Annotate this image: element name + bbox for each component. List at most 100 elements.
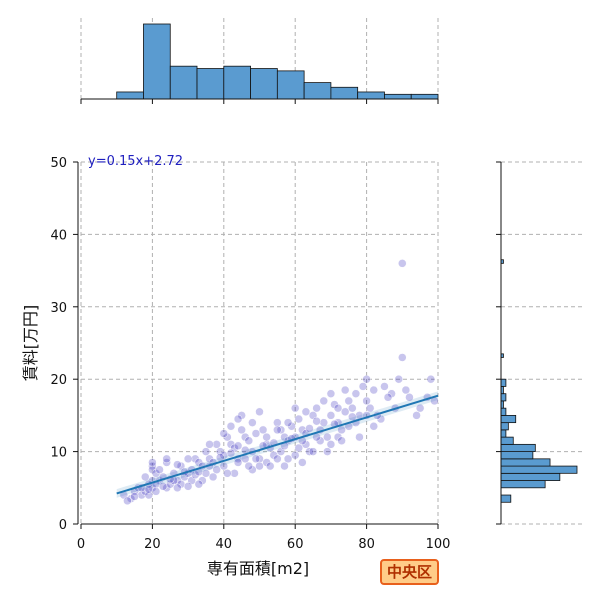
data-point [158, 482, 168, 491]
hist-bar-x [384, 93, 412, 100]
data-point [262, 432, 271, 442]
hist-bar-x [330, 86, 359, 100]
x-tick-label: 40 [216, 537, 233, 552]
y-axis-label: 賃料[万円] [21, 305, 40, 382]
data-point [305, 447, 314, 456]
hist-bar-y [500, 472, 561, 481]
data-point [398, 353, 407, 362]
data-point [194, 458, 204, 467]
data-point [205, 440, 214, 449]
data-point [212, 440, 221, 449]
data-point [183, 454, 193, 464]
hist-bar-y [500, 378, 507, 387]
data-point [365, 403, 375, 413]
x-tick-label: 0 [77, 537, 85, 552]
data-point [308, 447, 318, 456]
hist-bar-x [357, 91, 385, 100]
data-point [273, 425, 282, 435]
data-point [148, 465, 157, 474]
data-point [312, 416, 321, 426]
data-point [141, 472, 150, 482]
data-point [312, 403, 321, 413]
data-point [223, 469, 232, 478]
data-point [362, 396, 371, 406]
data-point [369, 385, 378, 395]
data-point [276, 425, 286, 435]
hist-bar-x [276, 70, 305, 100]
data-point [362, 374, 371, 384]
data-point [248, 418, 257, 427]
hist-bar-y [500, 429, 507, 438]
data-point [198, 476, 207, 485]
data-point [415, 403, 425, 413]
data-point [173, 460, 182, 469]
data-point [330, 400, 339, 409]
data-point [190, 454, 200, 464]
data-point [144, 484, 154, 494]
data-point [333, 403, 343, 413]
data-point [290, 450, 300, 460]
data-point [176, 479, 186, 489]
y-tick-label: 20 [50, 373, 67, 388]
data-point [326, 411, 336, 420]
right-marginal-histogram [496, 161, 578, 525]
data-point [337, 436, 346, 445]
hist-bar-y [500, 422, 509, 431]
x-tick-label: 60 [287, 537, 304, 552]
data-point [162, 458, 171, 467]
data-point [233, 414, 243, 424]
data-point [194, 479, 204, 489]
data-point [298, 458, 307, 467]
hist-bar-y [500, 458, 551, 467]
data-point [173, 483, 182, 493]
data-point [237, 425, 246, 435]
data-point [233, 441, 243, 451]
top-marginal-histogram [80, 23, 439, 104]
data-point [340, 407, 350, 417]
data-point [333, 432, 343, 442]
hist-bar-y [500, 443, 536, 452]
hist-bar-y [500, 494, 512, 503]
data-point [123, 496, 132, 506]
data-point [255, 461, 264, 471]
data-point [273, 418, 282, 427]
data-point [201, 469, 211, 478]
y-tick-label: 30 [50, 301, 67, 316]
data-point [412, 411, 421, 420]
y-tick-label: 40 [50, 228, 67, 243]
data-point [305, 424, 314, 433]
data-point [348, 403, 357, 413]
data-point [183, 482, 193, 491]
data-point [226, 422, 236, 431]
data-point [326, 440, 336, 449]
hist-bar-y [500, 480, 546, 489]
data-point [151, 487, 161, 496]
data-point [319, 396, 329, 406]
data-point [394, 374, 403, 384]
hist-bar-y [500, 407, 507, 416]
data-point [298, 425, 307, 435]
data-point [376, 414, 386, 424]
x-tick-label: 100 [426, 537, 451, 552]
data-point [323, 432, 332, 442]
data-point [226, 448, 236, 458]
data-point [205, 454, 214, 464]
data-point [315, 436, 325, 445]
data-point [233, 458, 243, 467]
data-point [380, 382, 389, 391]
hist-bar-y [500, 436, 514, 445]
right-hist-grid [501, 161, 585, 525]
data-point [369, 422, 378, 431]
data-point [151, 469, 161, 478]
data-point [248, 465, 257, 474]
y-tick-label: 0 [59, 518, 67, 533]
data-point [269, 450, 279, 460]
hist-bar-x [196, 68, 225, 100]
data-point [208, 472, 218, 482]
data-point [301, 440, 311, 449]
data-point [148, 458, 157, 467]
hist-bar-x [410, 93, 439, 100]
data-point [237, 411, 246, 420]
data-point [294, 443, 304, 453]
